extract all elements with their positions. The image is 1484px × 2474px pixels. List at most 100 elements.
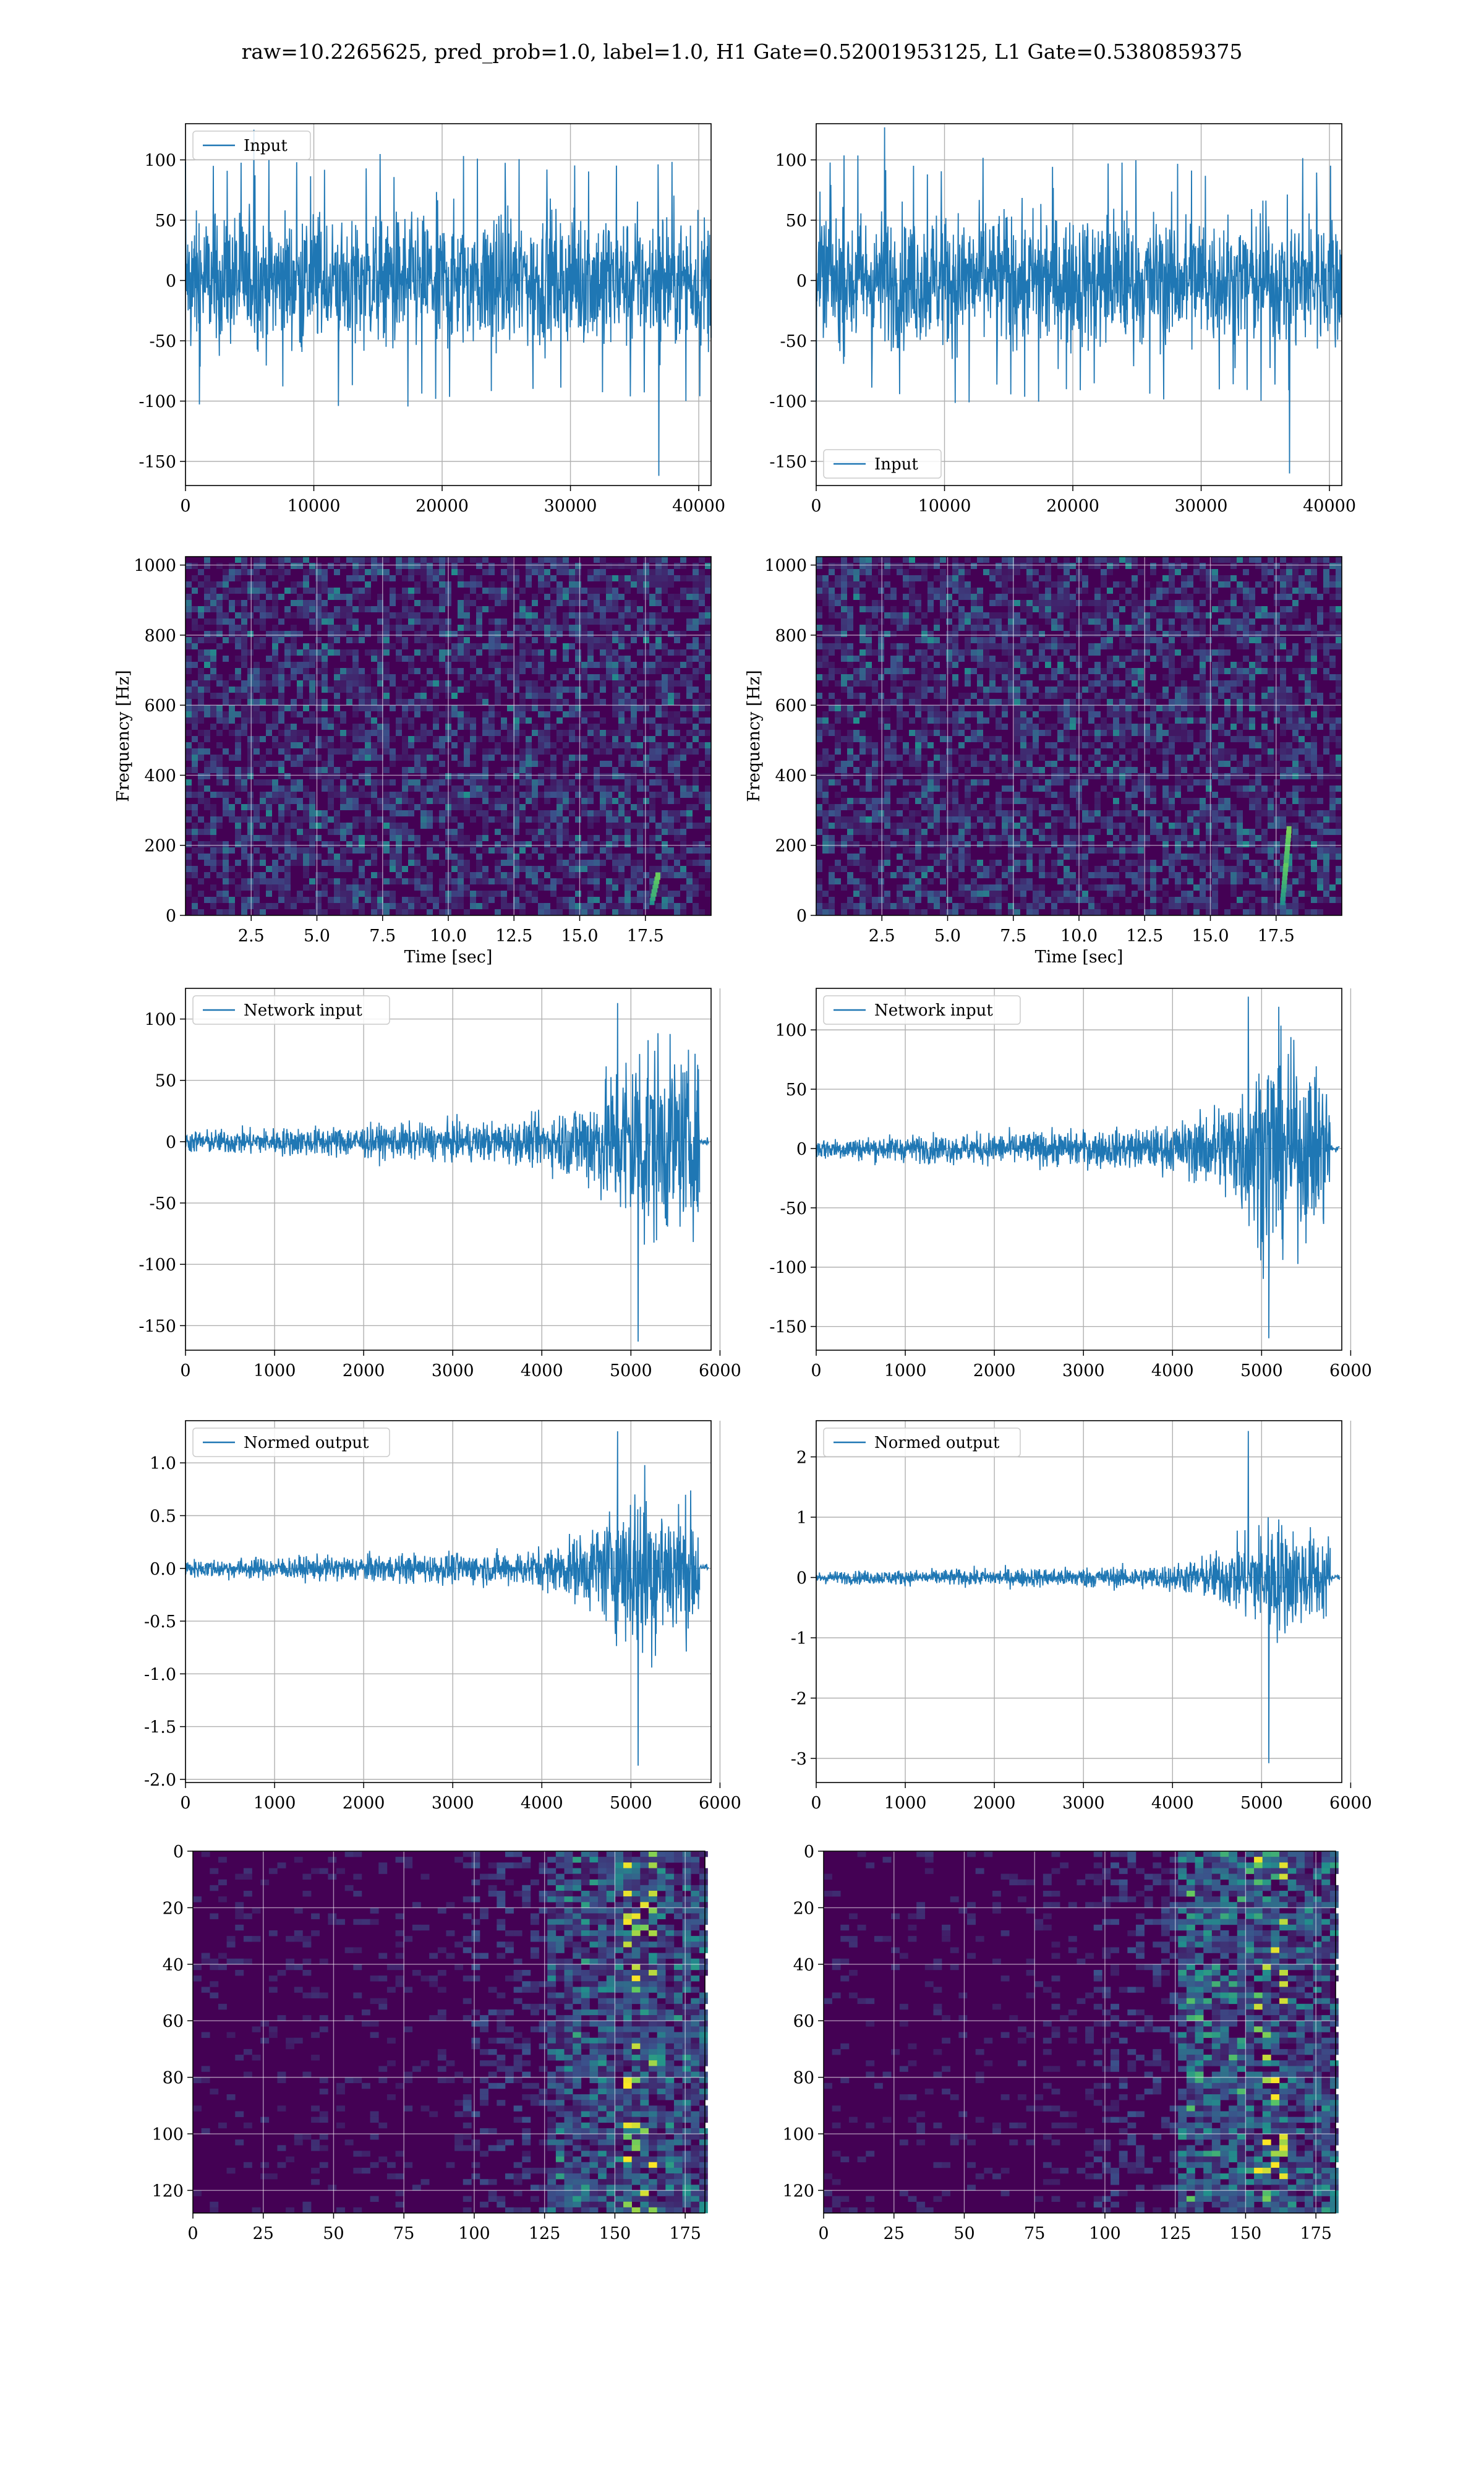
heatmap-cell	[649, 884, 655, 891]
heatmap-cell	[1243, 724, 1249, 730]
heatmap-cell	[544, 711, 550, 717]
heatmap-cell	[1243, 687, 1249, 693]
heatmap-cell	[897, 674, 903, 680]
heatmap-cell	[575, 711, 581, 717]
heatmap-cell	[544, 903, 550, 909]
heatmap-cell	[1280, 637, 1286, 643]
heatmap-cell	[470, 891, 476, 897]
heatmap-cell	[699, 761, 705, 767]
heatmap-cell	[192, 847, 198, 854]
heatmap-cell	[996, 717, 1002, 724]
heatmap-cell	[495, 600, 501, 606]
heatmap-cell	[495, 674, 501, 680]
heatmap-cell	[1064, 767, 1070, 773]
heatmap-cell	[501, 798, 507, 804]
heatmap-cell	[1224, 755, 1230, 761]
panel-r1-left: 0 10000 20000 30000 40000-150-100-50050100In…	[139, 123, 725, 516]
heatmap-cell	[1088, 755, 1094, 761]
heatmap-cell	[464, 600, 470, 606]
heatmap-cell	[662, 860, 668, 866]
heatmap-cell	[322, 612, 328, 618]
heatmap-cell	[420, 903, 427, 909]
heatmap-cell	[1008, 612, 1014, 618]
heatmap-cell	[340, 748, 346, 755]
heatmap-cell	[612, 705, 618, 711]
heatmap-cell	[971, 761, 977, 767]
heatmap-cell	[934, 717, 940, 724]
heatmap-cell	[921, 637, 927, 643]
heatmap-cell	[315, 656, 322, 662]
heatmap-cell	[1323, 748, 1329, 755]
heatmap-cell	[390, 897, 396, 903]
heatmap-cell	[501, 594, 507, 600]
heatmap-cell	[1175, 600, 1181, 606]
heatmap-cell	[1286, 742, 1292, 748]
heatmap-cell	[303, 785, 309, 792]
heatmap-cell	[587, 643, 594, 649]
heatmap-cell	[204, 860, 210, 866]
heatmap-cell	[272, 637, 278, 643]
heatmap-cell	[488, 878, 495, 884]
heatmap-cell	[1088, 631, 1094, 637]
heatmap-cell	[186, 755, 192, 761]
heatmap-cell	[847, 693, 853, 699]
heatmap-cell	[1305, 674, 1311, 680]
heatmap-cell	[668, 755, 674, 761]
heatmap-cell	[340, 649, 346, 656]
heatmap-cell	[594, 606, 600, 612]
heatmap-cell	[254, 680, 260, 687]
heatmap-cell	[897, 618, 903, 625]
heatmap-cell	[278, 569, 284, 575]
heatmap-cell	[606, 649, 612, 656]
heatmap-cell	[495, 588, 501, 594]
heatmap-cell	[897, 569, 903, 575]
heatmap-cell	[383, 878, 390, 884]
heatmap-cell	[1169, 606, 1175, 612]
heatmap-cell	[359, 674, 365, 680]
heatmap-cell	[643, 767, 649, 773]
y-tick-label: 600	[144, 696, 176, 716]
heatmap-cell	[532, 680, 538, 687]
heatmap-cell	[1132, 606, 1138, 612]
heatmap-cell	[563, 674, 569, 680]
heatmap-cell	[859, 569, 866, 575]
heatmap-cell	[569, 755, 575, 761]
heatmap-cell	[835, 600, 841, 606]
heatmap-cell	[352, 736, 359, 742]
heatmap-cell	[513, 872, 519, 878]
heatmap-cell	[600, 575, 606, 581]
heatmap-cell	[377, 649, 383, 656]
heatmap-cell	[550, 761, 556, 767]
heatmap-cell	[1082, 687, 1088, 693]
heatmap-cell	[1051, 748, 1057, 755]
heatmap-cell	[359, 637, 365, 643]
heatmap-cell	[699, 847, 705, 854]
heatmap-cell	[1249, 736, 1255, 742]
heatmap-cell	[346, 909, 352, 915]
heatmap-cell	[909, 618, 915, 625]
heatmap-cell	[1039, 705, 1045, 711]
heatmap-cell	[699, 649, 705, 656]
heatmap-cell	[247, 594, 254, 600]
heatmap-cell	[352, 711, 359, 717]
heatmap-cell	[1175, 767, 1181, 773]
heatmap-cell	[1113, 730, 1119, 736]
heatmap-cell	[556, 816, 563, 823]
heatmap-cell	[1014, 755, 1020, 761]
heatmap-cell	[649, 594, 655, 600]
heatmap-cell	[1082, 674, 1088, 680]
heatmap-cell	[686, 594, 693, 600]
heatmap-cell	[1218, 618, 1224, 625]
heatmap-cell	[853, 668, 859, 674]
heatmap-cell	[643, 717, 649, 724]
heatmap-cell	[1175, 569, 1181, 575]
heatmap-cell	[989, 748, 996, 755]
heatmap-cell	[952, 649, 958, 656]
heatmap-cell	[1014, 705, 1020, 711]
heatmap-cell	[229, 569, 235, 575]
heatmap-cell	[587, 594, 594, 600]
heatmap-cell	[618, 742, 625, 748]
heatmap-cell	[247, 687, 254, 693]
heatmap-cell	[1187, 606, 1193, 612]
heatmap-cell	[198, 854, 204, 860]
